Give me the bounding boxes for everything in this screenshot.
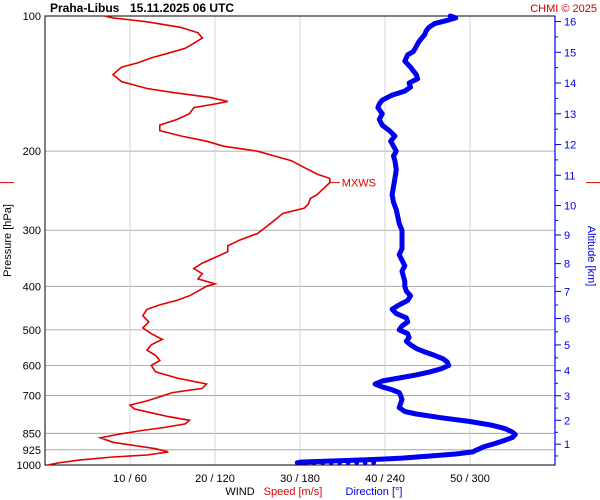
- mxws-annotation: MXWS: [0, 178, 600, 190]
- pressure-tick-labels: 100 200 300 400 500 600 700 850 925 1000: [17, 11, 41, 472]
- direction-point: [320, 460, 326, 466]
- pressure-tick-label: 1000: [17, 460, 41, 472]
- direction-axis-label: Direction [°]: [346, 486, 403, 498]
- direction-series-line: [297, 13, 518, 465]
- datetime-title: 15.11.2025 06 UTC: [130, 1, 234, 15]
- wind-tick-labels: 10 / 60 20 / 120 30 / 180 40 / 240 50 / 300: [113, 473, 490, 485]
- altitude-tick-label: 11: [564, 170, 575, 182]
- pressure-tick-label: 850: [23, 428, 41, 440]
- pressure-tick-label: 100: [23, 11, 41, 23]
- direction-point: [371, 460, 377, 466]
- direction-point: [303, 460, 309, 466]
- pressure-tick-label: 925: [23, 445, 41, 457]
- direction-surface-points: [294, 460, 377, 466]
- altitude-tick-label: 4: [564, 366, 570, 378]
- direction-point: [328, 460, 334, 466]
- altitude-tick-label: 5: [564, 340, 570, 352]
- pressure-tick-label: 700: [23, 390, 41, 402]
- wind-label: WIND: [225, 486, 254, 498]
- direction-point: [337, 460, 343, 466]
- altitude-tick-label: 14: [564, 78, 576, 90]
- altitude-tick-label: 8: [564, 259, 570, 271]
- wind-tick-label: 40 / 240: [365, 473, 405, 485]
- altitude-tick-label: 2: [564, 415, 570, 427]
- altitude-tick-label: 15: [564, 47, 576, 59]
- altitude-axis-label: Altitude [km]: [585, 226, 597, 287]
- altitude-tick-label: 10: [564, 201, 576, 213]
- direction-point: [354, 460, 360, 466]
- speed-series-line: [47, 15, 331, 466]
- credit-label: CHMI © 2025: [530, 3, 597, 15]
- speed-axis-label: Speed [m/s]: [264, 486, 323, 498]
- altitude-tick-label: 1: [564, 439, 570, 451]
- altitude-tick-label: 6: [564, 314, 570, 326]
- pressure-tick-label: 400: [23, 281, 41, 293]
- altitude-tick-label: 7: [564, 286, 570, 298]
- direction-point: [311, 460, 317, 466]
- direction-point: [345, 460, 351, 466]
- mxws-label: MXWS: [342, 178, 376, 190]
- wind-gridlines: [129, 16, 471, 465]
- altitude-tick-label: 16: [564, 17, 576, 29]
- wind-tick-label: 20 / 120: [195, 473, 235, 485]
- altitude-tick-label: 3: [564, 391, 570, 403]
- pressure-tick-label: 500: [23, 325, 41, 337]
- pressure-tick-label: 200: [23, 146, 41, 158]
- pressure-tick-label: 600: [23, 360, 41, 372]
- altitude-tick-label: 9: [564, 230, 570, 242]
- wind-tick-label: 30 / 180: [280, 473, 320, 485]
- wind-tick-label: 50 / 300: [450, 473, 490, 485]
- altitude-tick-label: 13: [564, 109, 576, 121]
- pressure-axis-label: Pressure [hPa]: [2, 204, 14, 277]
- pressure-tick-label: 300: [23, 225, 41, 237]
- wind-tick-label: 10 / 60: [113, 473, 147, 485]
- station-title: Praha-Libus: [50, 1, 120, 15]
- altitude-tick-label: 12: [564, 140, 576, 152]
- direction-point: [294, 460, 300, 466]
- direction-point: [362, 460, 368, 466]
